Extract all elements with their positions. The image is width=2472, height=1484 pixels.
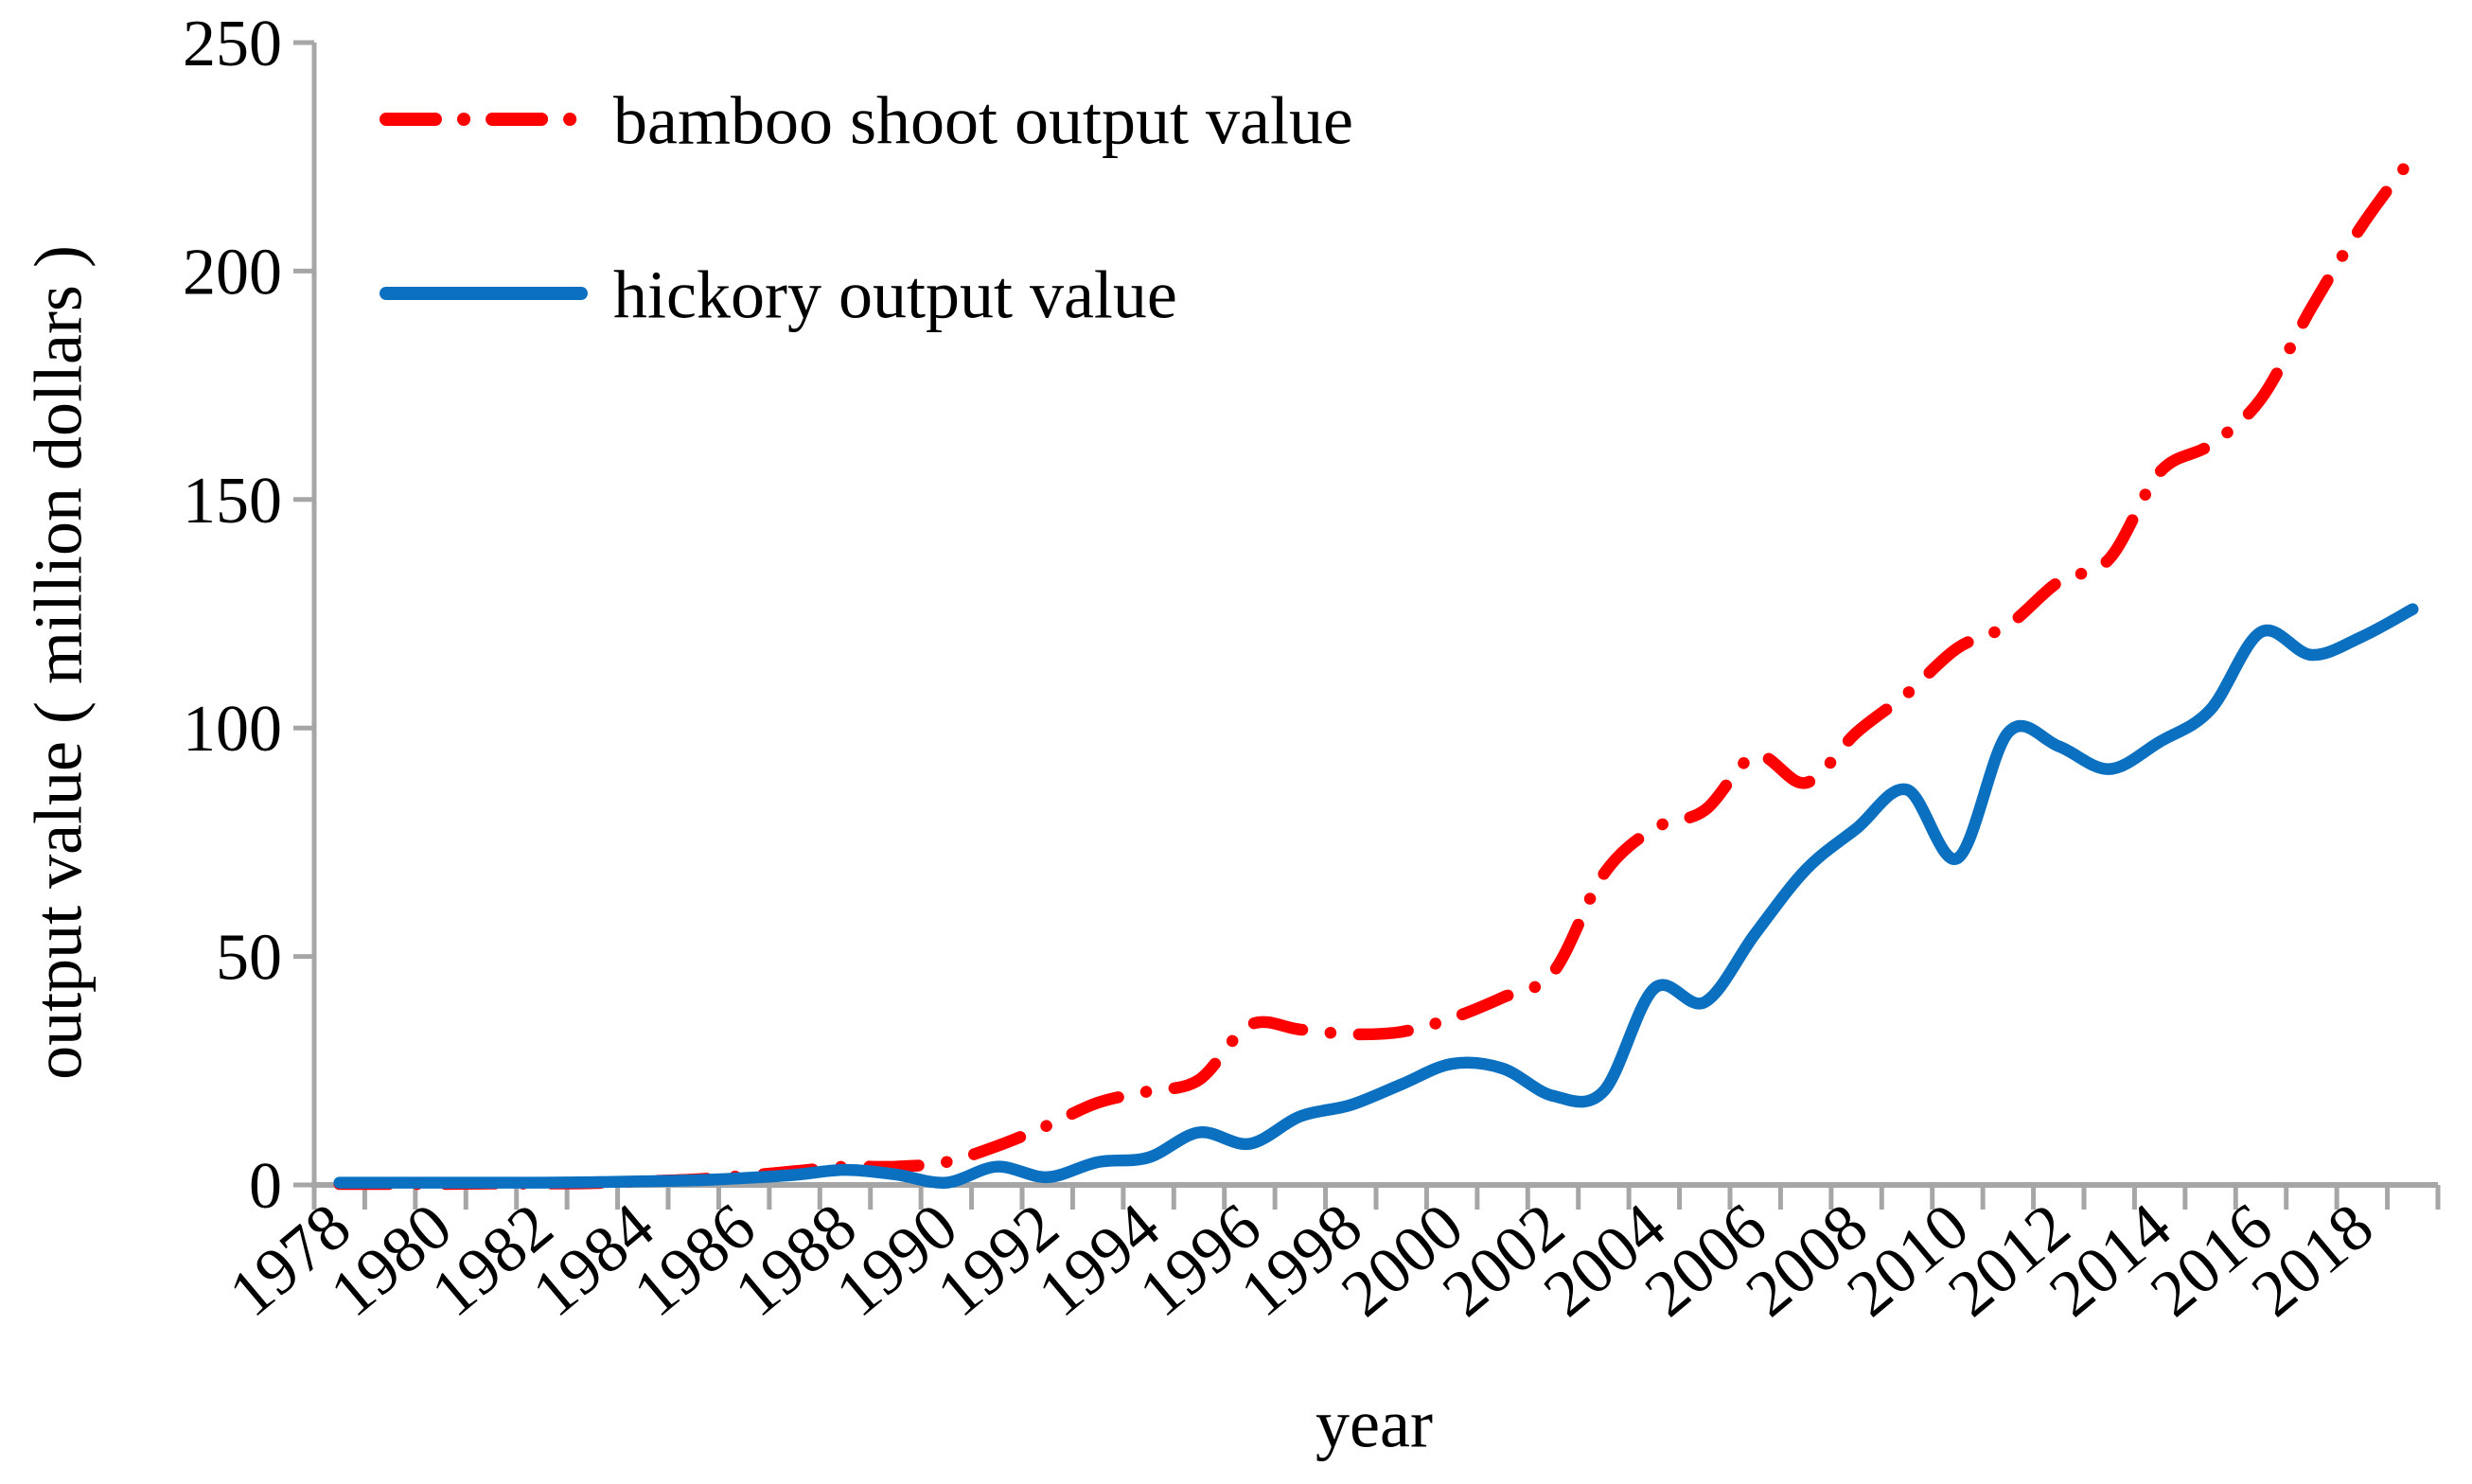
y-tick-label: 250 [183,8,282,80]
x-tick-label: 2018 [2238,1190,2387,1331]
y-axis-title: output value ( million dollars ) [20,245,97,1080]
legend-label-bamboo: bamboo shoot output value [613,82,1353,159]
y-tick-label: 100 [183,693,282,766]
y-tick-label: 0 [249,1150,282,1223]
y-tick-label: 50 [216,922,282,995]
y-tick-labels: 0 50 100 150 200 250 [183,8,282,1223]
x-axis-title: year [1315,1386,1433,1462]
series-line-hickory [333,603,2419,1189]
x-tick-labels: 1978198019821984198619881990199219941996… [216,1190,2387,1331]
legend-label-hickory: hickory output value [613,256,1177,333]
y-tick-label: 150 [183,465,282,538]
y-tick-label: 200 [183,236,282,309]
